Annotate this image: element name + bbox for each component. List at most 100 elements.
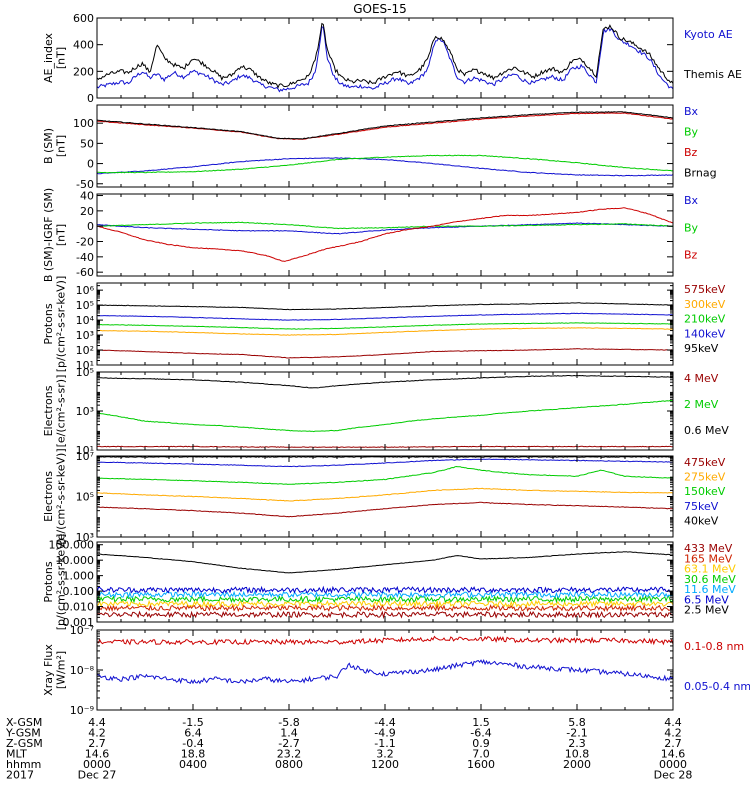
y-axis-label-line: [nT] xyxy=(55,224,68,246)
series-line-4-5 xyxy=(96,302,674,311)
y-axis-label-line: Electrons xyxy=(42,385,55,436)
panel-frame xyxy=(96,17,674,99)
ephemeris-value: 0800 xyxy=(275,758,303,771)
y-tick-label: 10.000 xyxy=(56,554,95,567)
end-date-label: Dec 28 xyxy=(654,769,693,782)
y-axis-label: B (SM)-IGRF (SM)[nT] xyxy=(42,188,68,282)
series-line-6-1 xyxy=(96,501,674,518)
legend-entry: Brnag xyxy=(684,167,717,180)
y-tick-label: 1.000 xyxy=(63,570,95,583)
y-axis-label: B (SM)[nT] xyxy=(42,128,68,164)
ephemeris-value: 0.9 xyxy=(472,737,490,750)
y-tick-label: 0.010 xyxy=(63,601,95,614)
panel-frame xyxy=(96,371,674,451)
y-axis-label: Protons[p/(cm²-s-sr-keV)] xyxy=(42,534,68,631)
y-tick-label: 10¹ xyxy=(76,444,94,457)
y-tick-label: 10⁵ xyxy=(76,491,94,504)
ephemeris-value: 5.8 xyxy=(568,716,586,729)
y-axis-label-line: Protons xyxy=(42,561,55,602)
ephemeris-value: -0.4 xyxy=(182,737,203,750)
ephemeris-value: 0000 xyxy=(83,758,111,771)
y-tick-label: -40 xyxy=(76,251,94,264)
y-axis-label-line: Protons xyxy=(42,303,55,344)
y-tick-label: 50 xyxy=(80,137,94,150)
ephemeris-value: 18.8 xyxy=(181,748,206,761)
y-axis-label-line: [e/(cm²-s-sr)] xyxy=(55,375,68,448)
y-axis-label-line: B (SM) xyxy=(42,128,55,164)
legend-entry: 140keV xyxy=(684,327,726,340)
ephemeris-row-label: X-GSM xyxy=(6,716,42,729)
series-line-7-2 xyxy=(96,603,674,613)
panel-1: 0 200 400 600 AE_index[nT] Kyoto AE Themis AE xyxy=(42,12,742,105)
panel-frame xyxy=(96,455,674,538)
series-line-8-1 xyxy=(96,635,674,646)
ephemeris-value: 6.4 xyxy=(184,727,202,740)
legend-entry: 0.05-0.4 nm xyxy=(684,680,750,693)
ephemeris-footer: X-GSM 4.4 -1.5 -5.8 -4.4 1.5 5.8 4.4 Y-GSM 4.2 6.4… xyxy=(5,716,692,782)
y-tick-label: 10¹ xyxy=(76,359,94,372)
legend-entry: 6.5 MeV xyxy=(684,593,729,606)
y-tick-label: 10³ xyxy=(76,329,94,342)
series-line-4-3 xyxy=(96,322,674,330)
legend-entry: 575keV xyxy=(684,283,726,296)
ephemeris-value: -2.7 xyxy=(278,737,299,750)
series-line-4-1 xyxy=(97,348,674,359)
series-line-5-2 xyxy=(96,399,673,433)
ephemeris-value: -6.4 xyxy=(470,727,491,740)
legend-entry: Themis AE xyxy=(683,68,742,81)
y-tick-label: 10³ xyxy=(76,405,94,418)
legend-entry: Bz xyxy=(684,249,698,262)
y-tick-label: 0 xyxy=(87,220,94,233)
legend-entry: 40keV xyxy=(684,514,719,527)
ephemeris-value: 10.8 xyxy=(565,748,590,761)
y-axis-label: Protons[p/(cm²-s-sr-keV)] xyxy=(42,276,68,373)
series-line-8-2 xyxy=(96,659,674,685)
ephemeris-value: 23.2 xyxy=(277,748,302,761)
legend-entry: 433 MeV xyxy=(684,542,733,555)
ephemeris-value: 3.2 xyxy=(376,748,394,761)
ephemeris-value: 2.7 xyxy=(88,737,106,750)
y-axis-label-line: B (SM)-IGRF (SM) xyxy=(42,188,55,282)
y-tick-label: 0.100 xyxy=(63,585,95,598)
panel-4: 10¹ 10² 10³ 10⁴ 10⁵ 10⁶ Protons[p/(cm²-s-sr-ke… xyxy=(42,276,726,373)
ephemeris-value: 14.6 xyxy=(661,748,686,761)
y-tick-label: 40 xyxy=(80,190,94,203)
series-line-6-3 xyxy=(96,465,674,485)
y-tick-label: 10⁶ xyxy=(76,284,95,297)
legend-entry: Bx xyxy=(684,194,699,207)
legend-entry: By xyxy=(684,126,699,139)
legend-entry: 30.6 MeV xyxy=(684,573,736,586)
legend-entry: 2.5 MeV xyxy=(684,604,729,617)
legend-entry: 150keV xyxy=(684,485,726,498)
ephemeris-value: 1.5 xyxy=(472,716,490,729)
legend-entry: 95keV xyxy=(684,342,719,355)
y-tick-label: 0 xyxy=(87,158,94,171)
legend-entry: Kyoto AE xyxy=(684,28,733,41)
legend-entry: 11.6 MeV xyxy=(684,583,736,596)
y-tick-label: 10⁵ xyxy=(76,366,94,379)
y-axis-label-line: Xray Flux xyxy=(42,644,55,696)
legend-entry: 0.1-0.8 nm xyxy=(684,640,744,653)
y-axis-label: Xray Flux[W/m²] xyxy=(42,644,68,696)
start-date-label: Dec 27 xyxy=(78,769,117,782)
panel-7: 0.0010.0100.1001.00010.000100.000Protons… xyxy=(42,534,736,631)
legend-entry: 0.6 MeV xyxy=(684,424,729,437)
y-tick-label: 10⁴ xyxy=(76,314,95,327)
legend-entry: 300keV xyxy=(684,298,726,311)
panel-6: 10³ 10⁵ 10⁷ Electrons[e/(cm²-s-sr-keV)] 475k… xyxy=(42,448,726,544)
ephemeris-value: 1600 xyxy=(467,758,495,771)
y-axis-label-line: Electrons xyxy=(42,471,55,522)
ephemeris-value: 4.2 xyxy=(88,727,106,740)
ephemeris-row-label: MLT xyxy=(6,748,27,761)
series-line-3-3 xyxy=(97,207,674,262)
y-tick-label: 10⁵ xyxy=(76,299,94,312)
series-line-6-2 xyxy=(96,487,674,502)
y-axis-label-line: [p/(cm²-s-sr-keV)] xyxy=(55,534,68,631)
ephemeris-value: 1.4 xyxy=(280,727,298,740)
legend-entry: 165 MeV xyxy=(684,552,733,565)
legend-entry: 63.1 MeV xyxy=(684,563,736,576)
legend-entry: 75keV xyxy=(684,500,719,513)
legend-entry: Bx xyxy=(684,105,699,118)
ephemeris-row-label: Y-GSM xyxy=(5,727,41,740)
